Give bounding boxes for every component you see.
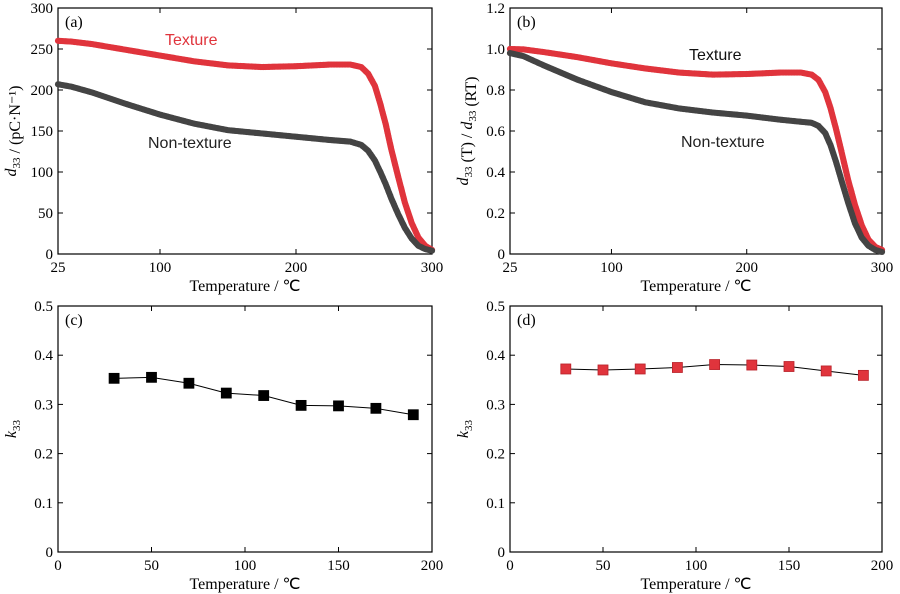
data-point [258,390,270,401]
data-point [146,371,157,383]
series-label: Non-texture [148,135,232,152]
series-non-texture [54,81,436,254]
data-point [746,359,758,371]
y-tick-label: 1.2 [486,1,505,17]
x-tick-label: 50 [596,558,611,574]
x-tick-label: 200 [871,558,894,574]
data-point [878,248,886,256]
y-tick-label: 0 [498,545,506,561]
x-tick-label: 100 [149,260,172,276]
x-axis-title: Temperature / ℃ [189,576,300,593]
x-tick-label: 150 [778,558,801,574]
data-point [597,364,609,376]
y-tick-label: 0.1 [486,496,505,512]
y-tick-label: 0.3 [486,397,505,413]
x-tick-label: 300 [871,260,894,276]
data-point [672,362,683,373]
data-point [370,402,382,414]
y-tick-label: 1.0 [486,42,505,58]
x-tick-label: 200 [285,260,308,276]
y-axis-title: d33 (T) / d33 (RT) [455,76,480,185]
panel-label: (b) [517,14,536,31]
series-non-texture [506,50,886,256]
y-tick-label: 0.3 [34,397,53,413]
x-tick-label: 150 [327,558,350,574]
data-point [295,399,307,411]
y-tick-label: 250 [31,42,54,58]
y-tick-label: 100 [31,165,54,181]
data-point [634,363,646,375]
data-point [709,359,720,370]
x-tick-label: 50 [144,558,159,574]
x-tick-label: 25 [503,260,518,276]
x-tick-label: 0 [506,558,514,574]
y-tick-label: 0 [498,247,506,263]
y-tick-label: 0.4 [486,165,505,181]
y-tick-label: 0.4 [34,348,53,364]
y-axis-title: k33 [455,419,475,438]
series-label: Texture [165,32,218,49]
y-tick-label: 0.2 [34,447,53,463]
panel-label: (a) [65,14,83,31]
plot-frame [509,305,883,553]
y-tick-label: 0.4 [486,348,505,364]
y-axis-title: d33 / (pC·N⁻¹) [3,86,24,177]
data-point [220,387,232,399]
y-tick-label: 50 [38,206,53,222]
chart-panel-d: 0 50 100 150 200 0 0.1 0.2 0.3 0.4 0.5 Temperature … [455,299,893,593]
panel-label: (c) [65,312,83,329]
data-point [783,361,795,372]
y-tick-label: 0.2 [486,206,505,222]
x-axis-title: Temperature / ℃ [640,278,751,295]
panel-label: (d) [517,312,536,329]
series-line [108,371,419,421]
series-label: Texture [689,47,742,64]
y-tick-label: 0.1 [34,496,53,512]
x-tick-label: 25 [51,260,66,276]
y-tick-label: 0.8 [486,83,505,99]
data-point [407,409,419,421]
x-axis-title: Temperature / ℃ [640,576,751,593]
chart-panel-a: 25 100 200 300 0 50 100 150 200 250 300 Temperature… [3,1,443,295]
plot-frame [57,305,433,553]
y-tick-label: 0.5 [486,299,505,315]
data-point [820,365,832,377]
y-tick-label: 0.5 [34,299,53,315]
x-tick-label: 100 [234,558,257,574]
y-axis-title: k33 [3,419,23,438]
y-tick-label: 0.2 [486,447,505,463]
y-tick-label: 0 [46,247,54,263]
x-tick-label: 300 [421,260,444,276]
y-tick-label: 150 [31,124,54,140]
y-tick-label: 200 [31,83,54,99]
y-tick-label: 300 [31,1,54,17]
x-tick-label: 200 [421,558,444,574]
chart-panel-b: 25 100 200 300 0 0.2 0.4 0.6 0.8 1.0 1.2 Temperatur… [455,1,893,295]
data-point [108,372,120,384]
y-tick-label: 0 [46,545,54,561]
x-tick-label: 100 [600,260,623,276]
y-tick-label: 0.6 [486,124,505,140]
x-tick-label: 100 [685,558,708,574]
x-axis-title: Temperature / ℃ [189,278,300,295]
x-tick-label: 0 [54,558,62,574]
series-texture [54,37,436,253]
data-point [183,377,195,389]
chart-panel-c: 0 50 100 150 200 0 0.1 0.2 0.3 0.4 0.5 Temperature … [3,299,443,593]
series-label: Non-texture [681,134,765,151]
data-point [428,247,436,254]
series-line [560,359,869,381]
x-tick-label: 200 [735,260,758,276]
data-point [333,400,344,412]
data-point [560,363,572,375]
data-point [858,369,869,381]
